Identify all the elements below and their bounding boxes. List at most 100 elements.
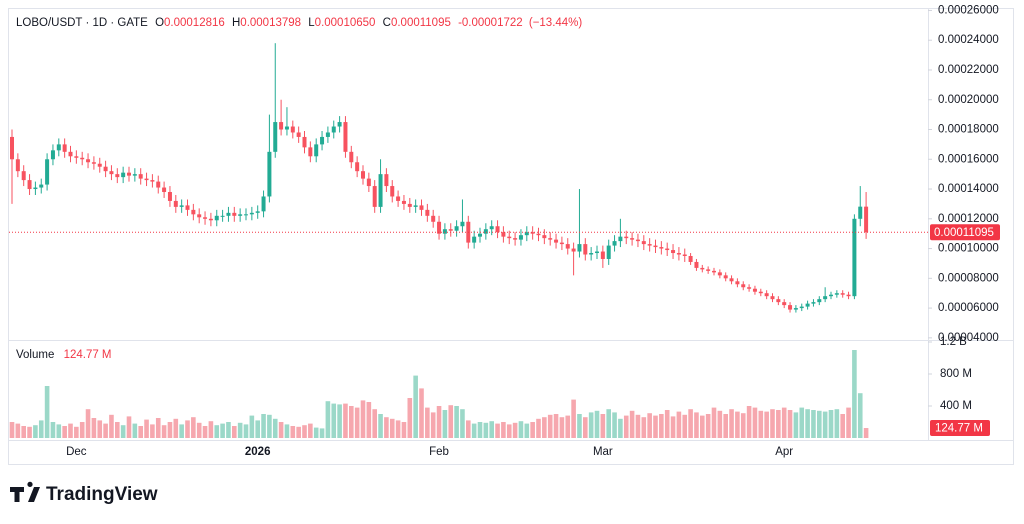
x-tick-label: Dec bbox=[66, 446, 87, 458]
volume-bar bbox=[302, 425, 307, 438]
candle-body bbox=[384, 174, 389, 187]
candle-body bbox=[50, 150, 55, 160]
volume-bar bbox=[56, 424, 62, 438]
candle-body bbox=[483, 229, 488, 234]
y-tick-label: 0.00004000 bbox=[938, 332, 999, 344]
volume-bar bbox=[729, 409, 734, 438]
volume-bar bbox=[530, 422, 535, 438]
candle-body bbox=[407, 203, 412, 207]
candle-body bbox=[583, 244, 588, 255]
y-tick-label: 0.00024000 bbox=[938, 34, 999, 46]
volume-bar bbox=[150, 424, 155, 438]
volume-bar bbox=[9, 422, 15, 438]
candle-body bbox=[671, 250, 676, 254]
volume-bar bbox=[740, 413, 746, 438]
volume-bar bbox=[313, 427, 319, 438]
volume-bar bbox=[717, 410, 723, 438]
candle-body bbox=[244, 214, 248, 216]
volume-bar bbox=[109, 414, 114, 438]
volume-bar bbox=[366, 402, 372, 438]
volume-bar bbox=[144, 419, 149, 438]
candle-body bbox=[91, 162, 96, 164]
candle-body bbox=[132, 174, 137, 176]
volume-bar bbox=[588, 412, 594, 438]
volume-bar bbox=[641, 417, 647, 438]
y2-tick-label: 800 M bbox=[940, 368, 972, 380]
candle-body bbox=[302, 136, 307, 148]
candle-body bbox=[507, 236, 512, 239]
volume-bar bbox=[354, 407, 360, 438]
y-tick-label: 0.00018000 bbox=[938, 124, 999, 136]
candle-body bbox=[846, 294, 851, 297]
legend-key: H bbox=[232, 17, 240, 29]
volume-bar bbox=[325, 401, 331, 438]
candle-body bbox=[185, 205, 190, 210]
volume-bar bbox=[79, 422, 85, 438]
candle-body bbox=[460, 221, 465, 227]
candle-body bbox=[454, 226, 459, 231]
volume-bar bbox=[85, 409, 91, 438]
candle-body bbox=[700, 267, 705, 270]
volume-bar bbox=[120, 425, 126, 438]
volume-bar bbox=[38, 420, 44, 438]
volume-bar bbox=[191, 417, 196, 438]
volume-bar bbox=[372, 409, 377, 438]
candle-body bbox=[162, 187, 167, 193]
volume-bar bbox=[232, 426, 237, 438]
volume-bar bbox=[776, 410, 781, 438]
candle-body bbox=[56, 144, 61, 151]
candle-body bbox=[782, 302, 787, 306]
candle-body bbox=[864, 206, 869, 233]
volume-bar bbox=[635, 414, 641, 438]
candle-body bbox=[361, 171, 365, 179]
candle-body bbox=[425, 209, 430, 216]
volume-bar bbox=[834, 409, 840, 438]
volume-bar bbox=[565, 415, 571, 438]
volume-bar bbox=[676, 411, 682, 438]
candle-body bbox=[273, 122, 278, 152]
volume-bar bbox=[536, 418, 541, 438]
candle-body bbox=[536, 233, 541, 236]
candle-body bbox=[419, 205, 424, 210]
volume-bar bbox=[50, 422, 56, 438]
volume-bar bbox=[495, 423, 500, 438]
volume-bar bbox=[711, 407, 717, 438]
volume-bar bbox=[249, 415, 255, 438]
candle-body bbox=[688, 256, 693, 262]
volume-bar bbox=[436, 406, 442, 438]
candle-body bbox=[156, 181, 161, 188]
volume-bar bbox=[501, 422, 506, 438]
volume-bar bbox=[214, 425, 220, 438]
volume-bar bbox=[846, 407, 851, 438]
candle-body bbox=[530, 232, 535, 234]
volume-bar bbox=[220, 423, 225, 438]
y2-tick-label: 1.2 B bbox=[940, 336, 967, 348]
volume-bar bbox=[296, 426, 301, 438]
candle-body bbox=[62, 144, 67, 152]
volume-bar bbox=[723, 414, 728, 438]
candle-body bbox=[80, 157, 85, 160]
candle-body bbox=[665, 248, 670, 251]
candle-body bbox=[624, 236, 629, 239]
y-tick-label: 0.00020000 bbox=[938, 94, 999, 106]
candle-body bbox=[752, 288, 757, 292]
brand: TradingView bbox=[10, 481, 158, 505]
volume-bar bbox=[343, 403, 348, 438]
candle-body bbox=[612, 241, 617, 246]
candle-body bbox=[39, 184, 44, 188]
candle-body bbox=[747, 287, 752, 289]
volume-bar bbox=[255, 420, 260, 438]
last-price-label: 0.00011095 bbox=[934, 227, 994, 239]
candle-body bbox=[33, 187, 38, 190]
volume-bar bbox=[466, 420, 471, 438]
candle-body bbox=[448, 229, 453, 231]
candle-body bbox=[437, 221, 442, 234]
candle-body bbox=[653, 245, 658, 248]
volume-bar bbox=[161, 425, 167, 438]
volume-bar bbox=[618, 418, 623, 438]
volume-bar bbox=[594, 410, 600, 438]
volume-bar bbox=[284, 424, 290, 438]
candle-body bbox=[834, 293, 839, 295]
x-tick-label: 2026 bbox=[245, 446, 271, 458]
volume-value: 124.77 M bbox=[64, 349, 112, 361]
